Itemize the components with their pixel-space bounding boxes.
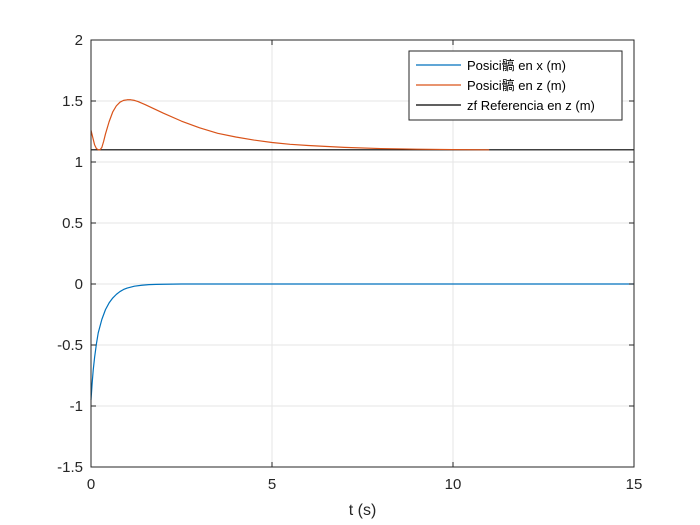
series-layer bbox=[90, 99, 634, 400]
y-tick-label: 2 bbox=[75, 32, 83, 49]
legend-entry: Posici髇 en x (m) bbox=[467, 58, 566, 73]
y-tick-label: 0 bbox=[75, 276, 83, 293]
tick-labels: 0 5 10 15 -1.5 -1 -0.5 0 0.5 1 1.5 2 bbox=[57, 32, 642, 493]
legend-entry: zf Referencia en z (m) bbox=[467, 98, 595, 113]
x-tick-label: 15 bbox=[626, 476, 643, 493]
y-tick-label: 0.5 bbox=[62, 215, 83, 232]
series-line-2 bbox=[90, 99, 490, 151]
y-tick-label: -1.5 bbox=[57, 459, 83, 476]
y-tick-label: -1 bbox=[70, 398, 83, 415]
axes-box bbox=[90, 39, 635, 468]
y-tick-label: 1 bbox=[75, 154, 83, 171]
y-tick-label: -0.5 bbox=[57, 337, 83, 354]
x-tick-label: 5 bbox=[268, 476, 276, 493]
x-axis-label: t (s) bbox=[349, 502, 377, 519]
tick-marks bbox=[90, 39, 635, 468]
x-tick-label: 10 bbox=[445, 476, 462, 493]
x-tick-label: 0 bbox=[87, 476, 95, 493]
series-line-1 bbox=[90, 283, 634, 400]
y-tick-label: 1.5 bbox=[62, 93, 83, 110]
legend-entry: Posici髇 en z (m) bbox=[467, 78, 566, 93]
legend[interactable]: Posici髇 en x (m) Posici髇 en z (m) zf Refer… bbox=[408, 50, 623, 121]
